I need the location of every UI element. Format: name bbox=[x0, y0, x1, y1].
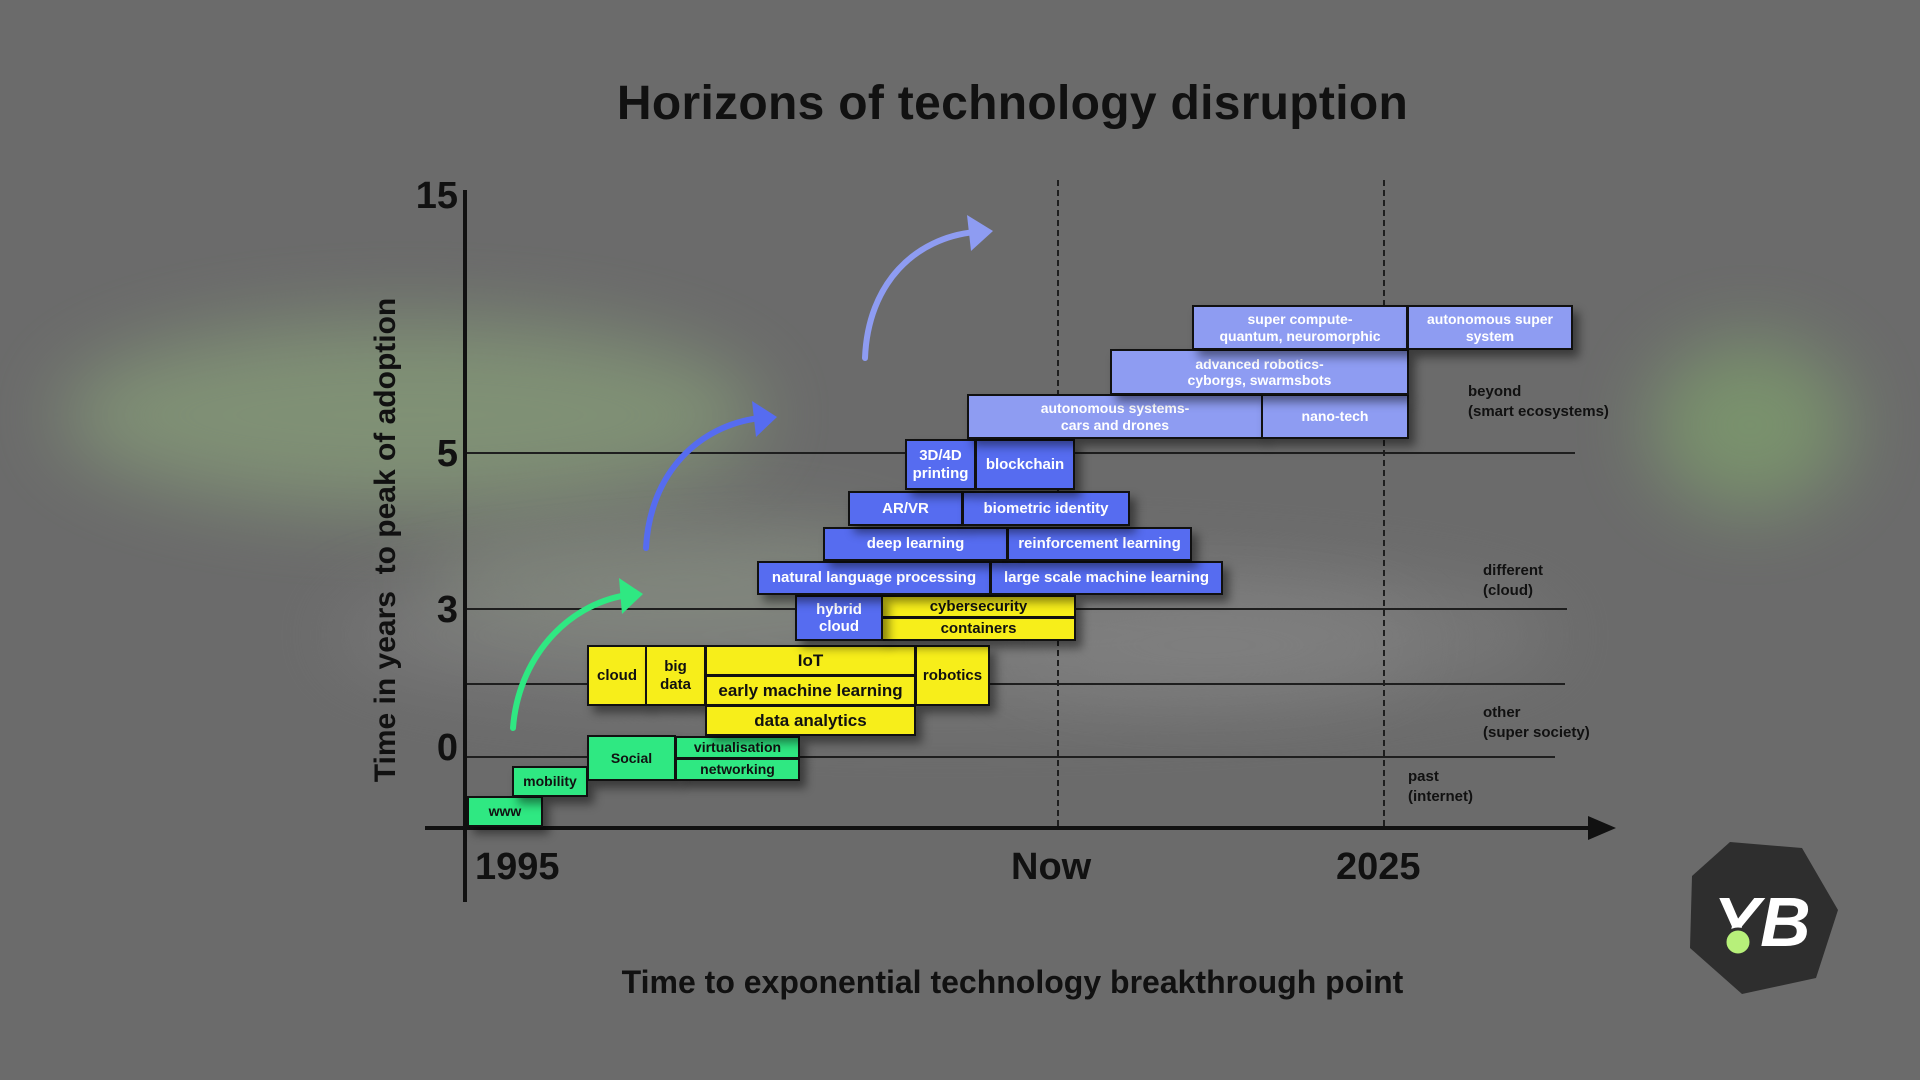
light-blue-arrowhead bbox=[967, 215, 993, 251]
tile-virtualisation: virtualisation bbox=[675, 736, 800, 759]
tile-natural-language-processing: natural language processing bbox=[757, 561, 991, 595]
diagram-title: Horizons of technology disruption bbox=[616, 77, 1409, 130]
background-blur-shape bbox=[60, 320, 760, 510]
tile-robotics: robotics bbox=[915, 645, 990, 706]
tile-blockchain: blockchain bbox=[975, 439, 1075, 490]
y-axis bbox=[463, 190, 467, 902]
tile-large-scale-machine-learning: large scale machine learning bbox=[990, 561, 1223, 595]
tile-containers: containers bbox=[881, 617, 1076, 641]
tile-autonomous-systems: autonomous systems- cars and drones bbox=[967, 394, 1263, 439]
tile-cybersecurity: cybersecurity bbox=[881, 595, 1076, 618]
yb-logo: YB bbox=[1690, 842, 1838, 994]
band-line-middle bbox=[467, 683, 1565, 685]
tile-social: Social bbox=[587, 735, 676, 781]
green-arrow bbox=[510, 592, 630, 731]
tile-data-analytics: data analytics bbox=[705, 705, 916, 736]
x-tick-now: Now bbox=[1011, 846, 1092, 888]
tile-deep-learning: deep learning bbox=[823, 527, 1008, 561]
blue-arrow bbox=[643, 415, 763, 551]
tile-big-data: big data bbox=[645, 645, 706, 706]
light-blue-arrow bbox=[862, 229, 978, 361]
tile-reinforcement-learning: reinforcement learning bbox=[1007, 527, 1192, 561]
x-tick-2025: 2025 bbox=[1336, 846, 1421, 888]
tile-ar-vr: AR/VR bbox=[848, 491, 963, 526]
tile-early-machine-learning: early machine learning bbox=[705, 675, 916, 706]
region-label-different: different (cloud) bbox=[1483, 562, 1543, 600]
x-axis-title: Time to exponential technology breakthro… bbox=[621, 964, 1404, 1000]
region-label-beyond: beyond (smart ecosystems) bbox=[1468, 383, 1609, 421]
tile-cloud: cloud bbox=[587, 645, 647, 706]
tile-nano-tech: nano-tech bbox=[1261, 394, 1409, 439]
x-axis bbox=[425, 826, 1595, 830]
y-tick-15: 15 bbox=[415, 175, 458, 217]
y-tick-3: 3 bbox=[436, 589, 458, 631]
y-tick-5: 5 bbox=[436, 433, 458, 475]
tile-autonomous-super-system: autonomous super system bbox=[1407, 305, 1573, 350]
tile-www: www bbox=[467, 796, 543, 827]
tile-networking: networking bbox=[675, 758, 800, 781]
year-2025-dashed-line bbox=[1383, 180, 1385, 826]
tile-biometric-identity: biometric identity bbox=[962, 491, 1130, 526]
tile-3d-4d-printing: 3D/4D printing bbox=[905, 439, 976, 490]
x-tick-1995: 1995 bbox=[475, 846, 560, 888]
green-arrowhead bbox=[619, 578, 643, 614]
tile-hybrid-cloud: hybrid cloud bbox=[795, 595, 883, 641]
tile-advanced-robotics: advanced robotics- cyborgs, swarmsbots bbox=[1110, 349, 1409, 395]
blue-arrowhead bbox=[752, 401, 777, 437]
tile-iot: IoT bbox=[705, 645, 916, 676]
tile-mobility: mobility bbox=[512, 766, 588, 797]
x-axis-arrowhead bbox=[1588, 816, 1616, 840]
tile-super-compute: super compute- quantum, neuromorphic bbox=[1192, 305, 1408, 350]
background-blur-shape bbox=[1650, 340, 1850, 510]
band-line-0 bbox=[467, 756, 1555, 758]
y-tick-0: 0 bbox=[436, 727, 458, 769]
region-label-other: other (super society) bbox=[1483, 704, 1590, 742]
region-label-past: past (internet) bbox=[1408, 768, 1473, 806]
